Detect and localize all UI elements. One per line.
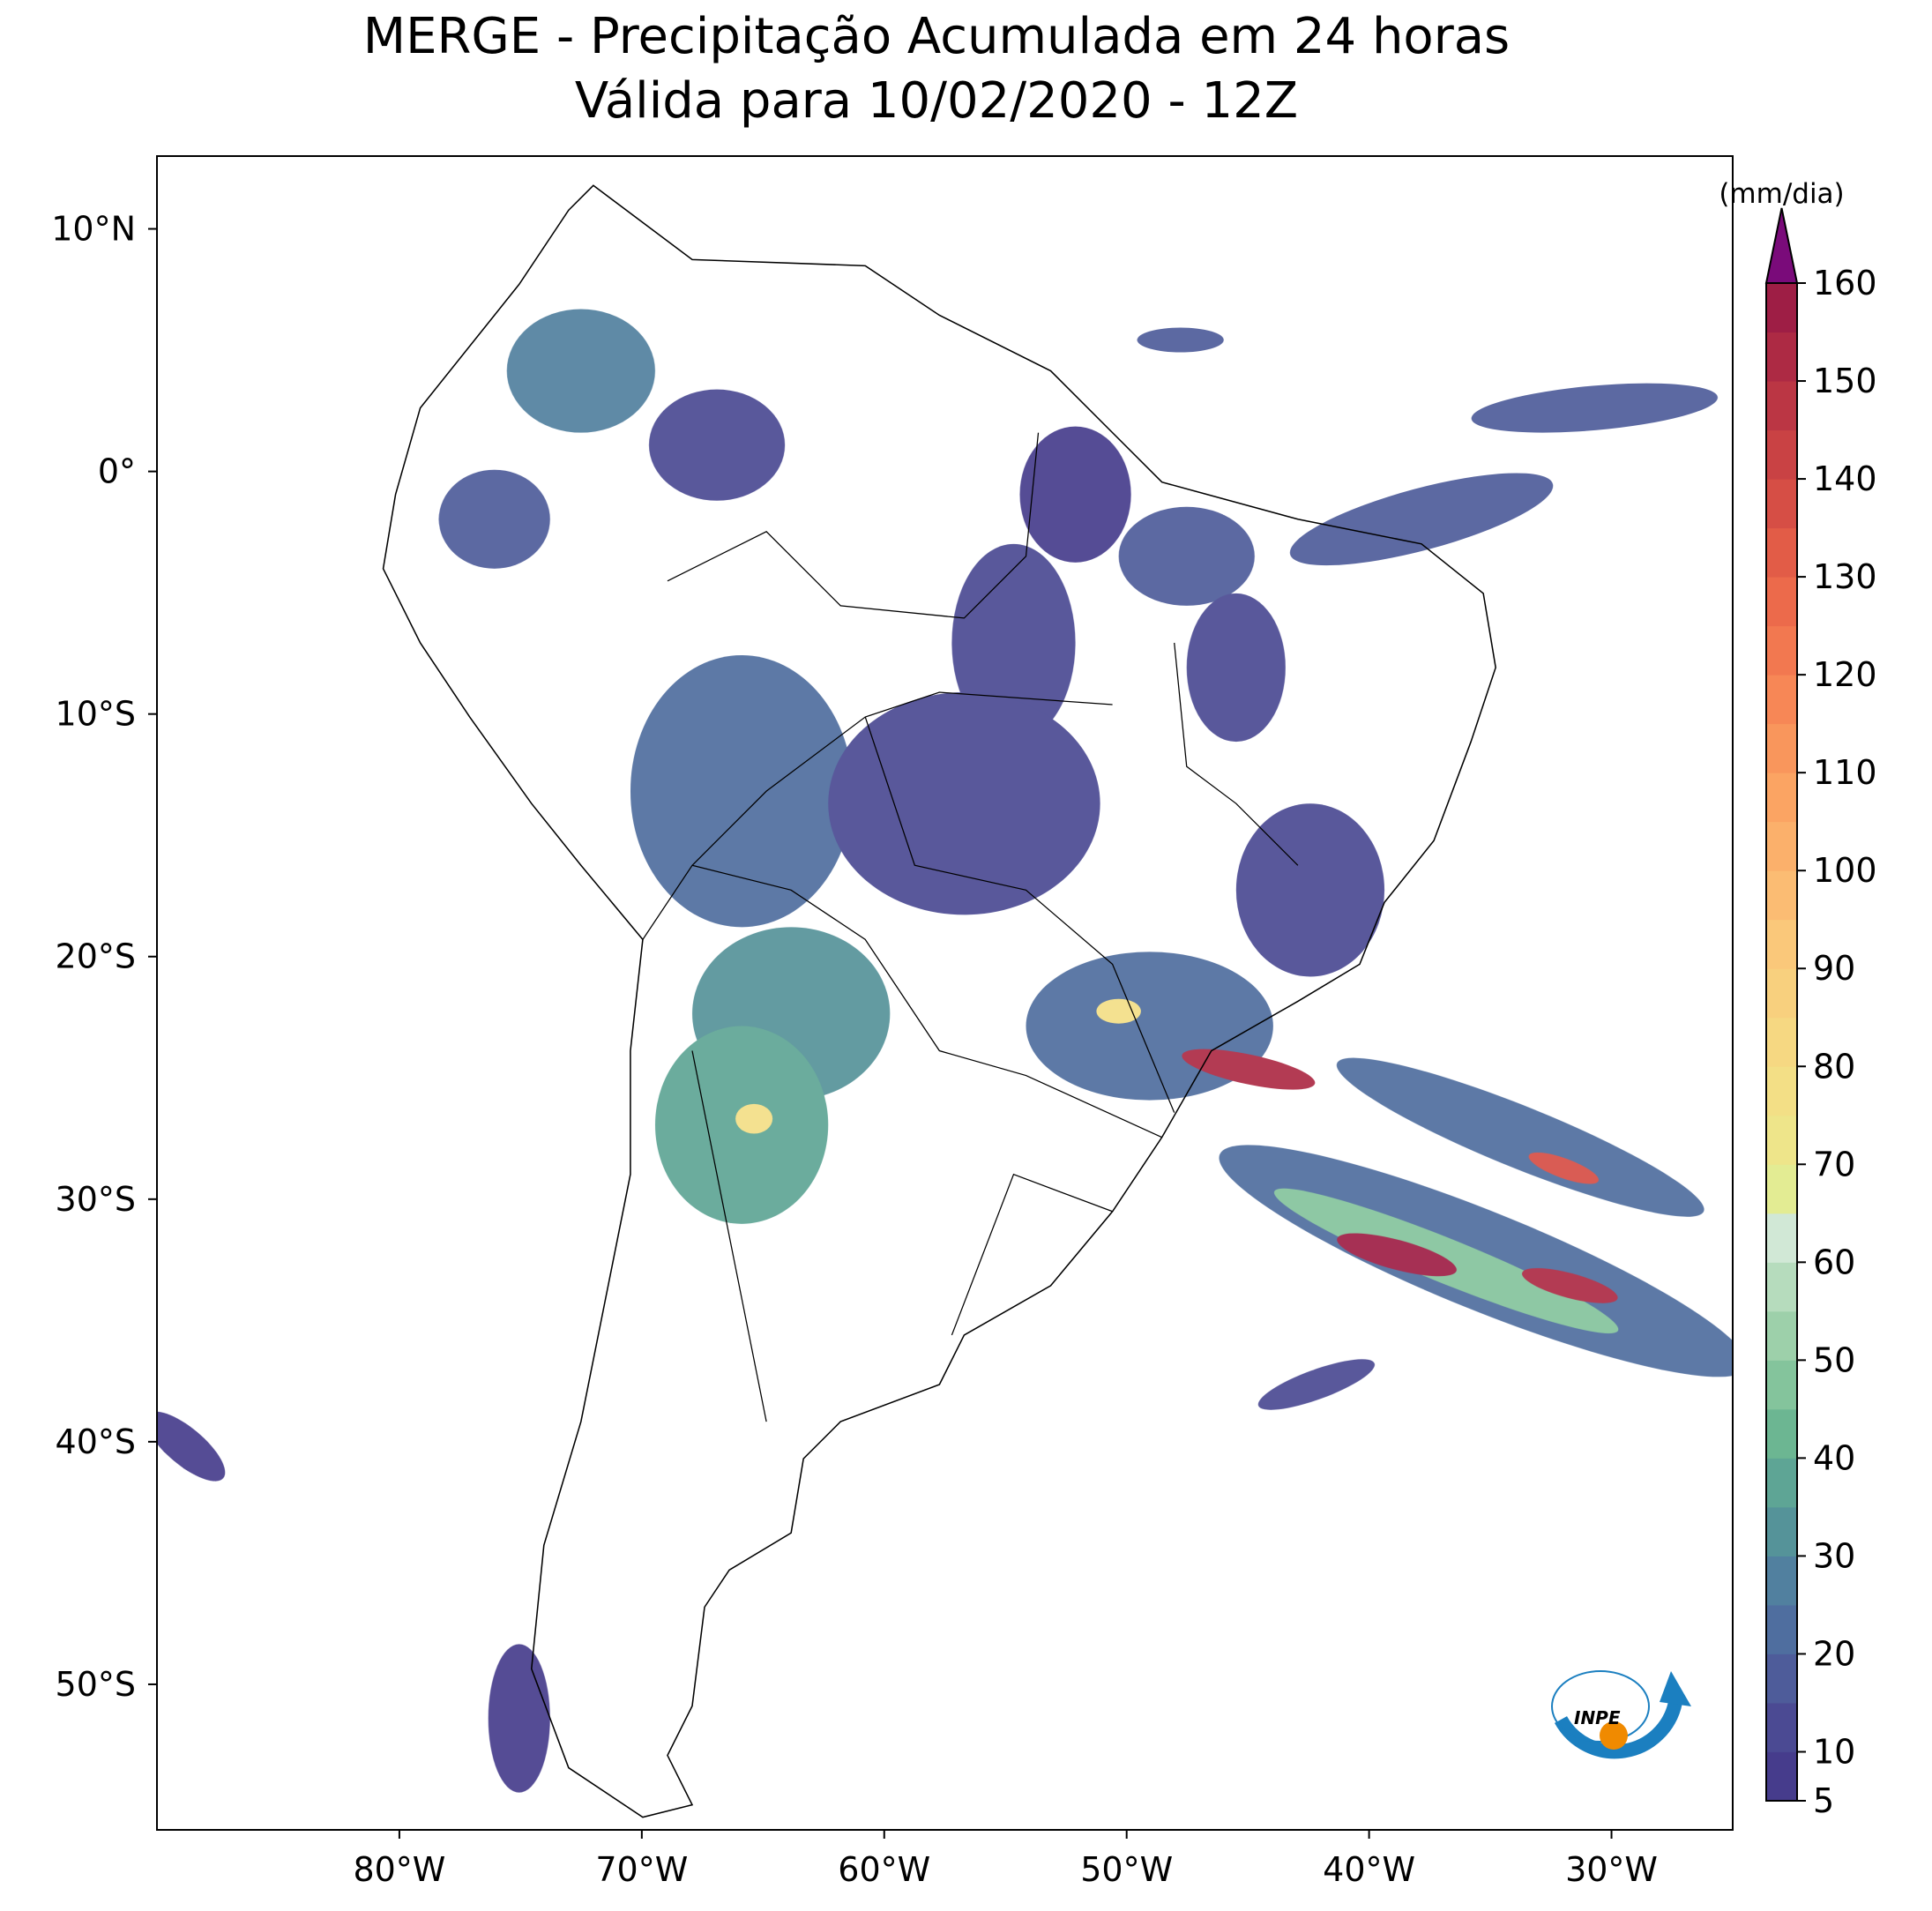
colorbar-band: [1766, 1556, 1797, 1606]
colorbar-band: [1766, 919, 1797, 969]
colorbar-tick-label: 160: [1813, 264, 1877, 302]
colorbar-band: [1766, 1653, 1797, 1704]
colorbar-band: [1766, 283, 1797, 333]
colorbar-band: [1766, 429, 1797, 480]
colorbar-tick-label: 30: [1813, 1536, 1855, 1575]
colorbar-tick-label: 130: [1813, 557, 1877, 596]
y-tick-label: 40°S: [56, 1422, 136, 1461]
colorbar-band: [1766, 332, 1797, 382]
map-frame: [156, 155, 1734, 1831]
colorbar-band: [1766, 1751, 1797, 1802]
map-area: [157, 184, 1733, 1818]
colorbar-tick-label: 50: [1813, 1340, 1855, 1379]
y-tick-label: 10°N: [51, 210, 136, 249]
colorbar-band: [1766, 723, 1797, 773]
colorbar-tick-label: 70: [1813, 1145, 1855, 1183]
colorbar-band: [1766, 625, 1797, 676]
y-tick-label: 10°S: [56, 695, 136, 734]
y-tick-label: 0°: [98, 452, 136, 491]
logo: INPE: [1551, 1670, 1691, 1759]
x-tick-label: 40°W: [1323, 1850, 1415, 1889]
colorbar-band: [1766, 1310, 1797, 1361]
colorbar-tick-label: 5: [1813, 1781, 1834, 1820]
colorbar-band: [1766, 1066, 1797, 1116]
colorbar-band: [1766, 1408, 1797, 1459]
y-tick-label: 30°S: [56, 1180, 136, 1219]
x-tick-label: 80°W: [353, 1850, 445, 1889]
colorbar-band: [1766, 675, 1797, 725]
colorbar-tick-label: 140: [1813, 459, 1877, 498]
colorbar-band: [1766, 1164, 1797, 1214]
colorbar-tick-label: 100: [1813, 851, 1877, 890]
colorbar-band: [1766, 577, 1797, 627]
x-tick-label: 70°W: [595, 1850, 688, 1889]
x-tick-label: 30°W: [1565, 1850, 1658, 1889]
logo-orbit: [1551, 1670, 1650, 1743]
colorbar-tick-label: 10: [1813, 1732, 1855, 1771]
colorbar-frame: [1765, 282, 1798, 1802]
logo-arrow: [1660, 1671, 1691, 1706]
colorbar-tick-label: 120: [1813, 655, 1877, 694]
colorbar-tick-label: 40: [1813, 1438, 1855, 1477]
colorbar-band: [1766, 1017, 1797, 1067]
colorbar-extend: [1764, 207, 1799, 284]
colorbar-band: [1766, 1506, 1797, 1556]
colorbar-band: [1766, 773, 1797, 823]
x-tick-label: 50°W: [1080, 1850, 1173, 1889]
colorbar-band: [1766, 968, 1797, 1019]
colorbar-band: [1766, 1115, 1797, 1165]
logo-text: INPE: [1574, 1707, 1621, 1728]
precipitation-field: [157, 184, 1733, 1818]
colorbar-band: [1766, 1604, 1797, 1654]
colorbar-tick-label: 90: [1813, 949, 1855, 988]
subtitle: Válida para 10/02/2020 - 12Z: [575, 72, 1298, 130]
colorbar-band: [1766, 1360, 1797, 1410]
logo-sun: [1600, 1721, 1628, 1750]
colorbar-tick-label: 60: [1813, 1243, 1855, 1281]
coastline: [382, 184, 1496, 1818]
colorbar-band: [1766, 1458, 1797, 1508]
title: MERGE - Precipitação Acumulada em 24 hor…: [363, 8, 1510, 65]
colorbar-band: [1766, 527, 1797, 578]
colorbar-band: [1766, 381, 1797, 431]
borders: [642, 432, 1299, 1422]
colorbar-band: [1766, 821, 1797, 871]
colorbar-band: [1766, 1213, 1797, 1263]
colorbar-tick-label: 150: [1813, 362, 1877, 400]
x-tick-label: 60°W: [838, 1850, 930, 1889]
colorbar-label: (mm/dia): [1719, 178, 1844, 210]
colorbar-band: [1766, 870, 1797, 921]
y-tick-label: 20°S: [56, 937, 136, 976]
colorbar-tick-label: 80: [1813, 1047, 1855, 1086]
colorbar-tick-label: 110: [1813, 753, 1877, 792]
colorbar-band: [1766, 1262, 1797, 1312]
y-tick-label: 50°S: [56, 1665, 136, 1704]
colorbar-band: [1766, 479, 1797, 529]
colorbar-band: [1766, 1702, 1797, 1752]
colorbar-tick-label: 20: [1813, 1634, 1855, 1673]
